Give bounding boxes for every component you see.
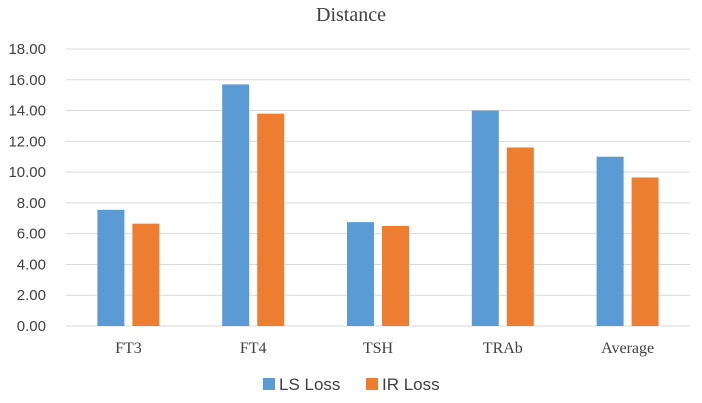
y-tick-label: 0.00 <box>17 318 46 335</box>
y-tick-label: 6.00 <box>17 226 46 243</box>
bar-ir-loss-trab <box>506 147 534 326</box>
bars <box>97 84 659 327</box>
x-axis-category-labels: FT3 FT4 TSH TRAb Average <box>115 340 654 357</box>
bar-ls-loss-ft3 <box>97 209 125 326</box>
x-category-label: TSH <box>363 340 394 357</box>
bar-ir-loss-ft3 <box>132 223 160 326</box>
y-tick-label: 18.00 <box>8 41 46 58</box>
y-tick-label: 12.00 <box>8 133 46 150</box>
bar-ls-loss-ft4 <box>222 84 250 327</box>
y-tick-label: 14.00 <box>8 103 46 120</box>
x-category-label: FT3 <box>115 340 142 357</box>
bar-ir-loss-ft4 <box>257 113 285 326</box>
y-tick-label: 2.00 <box>17 287 46 304</box>
y-tick-label: 8.00 <box>17 195 46 212</box>
y-tick-label: 10.00 <box>8 164 46 181</box>
y-tick-label: 16.00 <box>8 72 46 89</box>
legend-swatch <box>366 378 378 390</box>
gridlines <box>66 48 690 327</box>
y-tick-label: 4.00 <box>17 256 46 273</box>
bar-ls-loss-average <box>596 156 624 326</box>
bar-ir-loss-tsh <box>382 225 409 326</box>
bar-ir-loss-average <box>631 177 659 326</box>
x-category-label: Average <box>601 340 654 357</box>
x-category-label: TRAb <box>483 340 523 357</box>
chart-title: Distance <box>316 4 386 26</box>
bar-ls-loss-tsh <box>347 222 374 326</box>
y-axis-tick-labels: 0.00 2.00 4.00 6.00 8.00 10.00 12.00 14.00 16.00… <box>8 41 46 335</box>
bar-ls-loss-trab <box>471 110 499 326</box>
legend: LS Loss IR Loss <box>263 375 440 394</box>
x-category-label: FT4 <box>240 340 267 357</box>
legend-swatch <box>263 378 275 390</box>
legend-label: LS Loss <box>279 375 340 394</box>
legend-label: IR Loss <box>382 375 440 394</box>
